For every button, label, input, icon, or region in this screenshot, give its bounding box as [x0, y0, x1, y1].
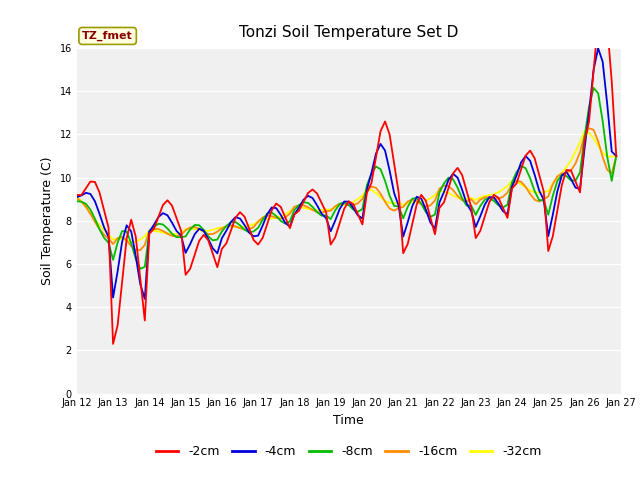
-8cm — [504, 202, 511, 208]
-4cm — [604, 101, 611, 107]
Line: -2cm: -2cm — [77, 0, 616, 344]
Legend: -2cm, -4cm, -8cm, -16cm, -32cm: -2cm, -4cm, -8cm, -16cm, -32cm — [151, 440, 547, 463]
-4cm — [223, 228, 230, 233]
Line: -4cm: -4cm — [77, 48, 616, 299]
-32cm — [127, 239, 135, 245]
-16cm — [223, 223, 230, 229]
-16cm — [191, 224, 198, 230]
-32cm — [580, 129, 588, 134]
-8cm — [377, 167, 385, 172]
-4cm — [377, 141, 385, 147]
-16cm — [73, 195, 81, 201]
-16cm — [504, 190, 511, 195]
-32cm — [191, 226, 198, 232]
-4cm — [73, 194, 81, 200]
-2cm — [109, 341, 117, 347]
-32cm — [449, 192, 457, 198]
-32cm — [612, 153, 620, 159]
-32cm — [223, 224, 230, 229]
-8cm — [191, 222, 198, 228]
-4cm — [504, 211, 511, 217]
-4cm — [141, 296, 148, 302]
-2cm — [604, 23, 611, 28]
-16cm — [604, 167, 611, 173]
-8cm — [604, 154, 611, 159]
Title: Tonzi Soil Temperature Set D: Tonzi Soil Temperature Set D — [239, 25, 458, 40]
-2cm — [223, 240, 230, 246]
-2cm — [73, 192, 81, 198]
-16cm — [612, 153, 620, 159]
-32cm — [504, 183, 511, 189]
-2cm — [191, 252, 198, 258]
Y-axis label: Soil Temperature (C): Soil Temperature (C) — [41, 156, 54, 285]
Line: -8cm: -8cm — [77, 88, 616, 269]
-32cm — [604, 154, 611, 159]
-16cm — [449, 187, 457, 193]
-8cm — [73, 198, 81, 204]
-16cm — [377, 191, 385, 196]
Line: -32cm: -32cm — [77, 132, 616, 242]
-4cm — [191, 231, 198, 237]
-4cm — [595, 45, 602, 51]
-2cm — [377, 128, 385, 134]
-32cm — [377, 194, 385, 200]
-8cm — [589, 85, 597, 91]
-2cm — [612, 153, 620, 159]
-4cm — [449, 171, 457, 177]
-8cm — [136, 266, 144, 272]
-2cm — [449, 170, 457, 176]
-16cm — [132, 248, 140, 253]
-2cm — [599, 0, 607, 3]
-8cm — [449, 177, 457, 182]
-32cm — [73, 193, 81, 199]
-2cm — [504, 215, 511, 221]
-16cm — [585, 125, 593, 131]
-8cm — [612, 153, 620, 159]
-4cm — [612, 153, 620, 159]
Line: -16cm: -16cm — [77, 128, 616, 251]
X-axis label: Time: Time — [333, 414, 364, 427]
-8cm — [223, 223, 230, 229]
Text: TZ_fmet: TZ_fmet — [82, 31, 133, 41]
